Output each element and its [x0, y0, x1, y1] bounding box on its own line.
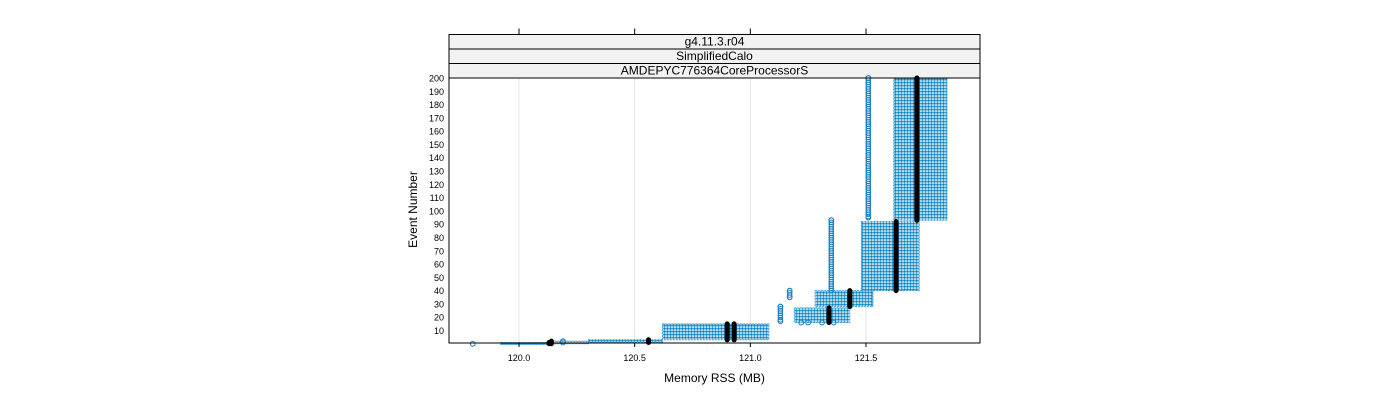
- outlier-point-9: [819, 319, 825, 326]
- outlier-point: [777, 314, 784, 321]
- y-tick-label-0: 10: [434, 326, 444, 336]
- outlier-point-6: [786, 287, 793, 294]
- outlier-point: [828, 285, 835, 292]
- y-tick-label-6: 70: [434, 246, 444, 256]
- box-group-7: [860, 221, 920, 292]
- x-tick-label-3: 121.5: [855, 353, 878, 363]
- outlier-point-3: [777, 318, 784, 325]
- outlier-point-2: [560, 339, 566, 346]
- box-group-5: [793, 307, 851, 324]
- outlier-point-11: [828, 287, 835, 294]
- box-group-2: [587, 339, 663, 343]
- outlier-point-12: [828, 217, 835, 224]
- strip-label-0: g4.11.3.r04: [685, 35, 745, 49]
- outlier-point-0: [469, 340, 476, 347]
- y-tick-label-7: 80: [434, 233, 444, 243]
- panel-border: [448, 77, 981, 344]
- box-group-6: [814, 290, 874, 308]
- y-tick-label-15: 160: [429, 127, 444, 137]
- y-tick-label-19: 200: [429, 74, 444, 84]
- strip-label-1: SimplifiedCalo: [676, 49, 753, 63]
- y-axis-title: Event Number: [406, 171, 420, 248]
- x-tick-label-2: 121.0: [739, 353, 762, 363]
- x-tick-label-1: 120.5: [623, 353, 646, 363]
- y-tick-label-10: 110: [430, 193, 444, 203]
- y-tick-label-8: 90: [434, 220, 444, 230]
- y-tick-label-17: 180: [429, 100, 444, 110]
- outlier-point-5: [786, 294, 793, 301]
- y-tick-label-2: 30: [434, 299, 444, 309]
- outlier-point-13: [865, 214, 872, 221]
- y-tick-label-4: 50: [434, 273, 444, 283]
- box-group-4: [733, 323, 770, 341]
- outlier-point-8: [805, 319, 812, 326]
- y-tick-label-3: 40: [434, 286, 444, 296]
- y-tick-label-9: 100: [429, 206, 444, 216]
- y-tick-label-5: 60: [434, 260, 444, 270]
- y-tick-label-16: 170: [429, 113, 444, 123]
- outlier-point-7: [798, 319, 805, 326]
- strip-label-2: AMDEPYC776364CoreProcessorS: [621, 64, 808, 78]
- y-tick-label-18: 190: [429, 87, 444, 97]
- y-tick-label-14: 150: [429, 140, 444, 150]
- outlier-column-2: [828, 217, 835, 294]
- box-group-3: [661, 323, 735, 341]
- outlier-column-1: [786, 287, 793, 301]
- outlier-column-3: [865, 75, 872, 220]
- y-tick-label-1: 20: [434, 313, 444, 323]
- y-tick-label-13: 140: [429, 153, 444, 163]
- box-group-8: [893, 77, 948, 221]
- y-tick-label-12: 130: [429, 167, 444, 177]
- x-axis-title: Memory RSS (MB): [664, 371, 765, 385]
- outlier-point: [865, 211, 872, 218]
- y-tick-label-11: 120: [429, 180, 444, 190]
- x-tick-label-0: 120.0: [508, 353, 531, 363]
- outlier-point-4: [777, 303, 784, 310]
